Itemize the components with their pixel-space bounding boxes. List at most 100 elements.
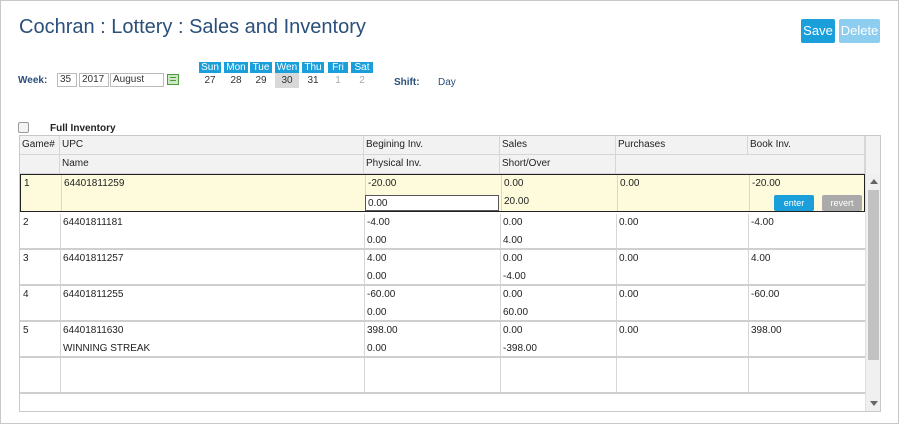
table-row[interactable]: 2 64401811181 -4.00 0.00 0.00 -4.00 4.00 0.00 — [20, 214, 865, 250]
col-short-over[interactable]: Short/Over — [500, 155, 616, 174]
delete-button[interactable]: Delete — [839, 19, 880, 43]
empty-row — [20, 358, 865, 394]
day-number-31[interactable]: 31 — [307, 75, 319, 86]
column-divider — [616, 250, 617, 284]
cell-book-inv: 398.00 — [751, 325, 782, 336]
calendar-icon[interactable] — [167, 74, 179, 85]
cell-short-over: 20.00 — [504, 196, 530, 207]
cell-physical-inv: 0.00 — [367, 271, 387, 282]
revert-button[interactable]: revert — [822, 195, 862, 211]
col-physical-inv[interactable]: Physical Inv. — [364, 155, 500, 174]
cell-physical-inv: 0.00 — [367, 235, 387, 246]
column-divider — [60, 250, 61, 284]
column-divider — [617, 175, 618, 211]
cell-sales: 0.00 — [503, 253, 523, 264]
column-divider — [748, 250, 749, 284]
col-upc[interactable]: UPC — [60, 136, 364, 155]
grid-body: 164401811259-20.000.000.00-20.0020.00ent… — [20, 174, 865, 411]
day-number-1[interactable]: 1 — [335, 75, 341, 86]
day-number-30[interactable]: 30 — [275, 73, 299, 88]
cell-name: WINNING STREAK — [63, 343, 151, 354]
col-purchases[interactable]: Purchases — [616, 136, 748, 155]
save-button[interactable]: Save — [801, 19, 835, 43]
day-number-2[interactable]: 2 — [359, 75, 365, 86]
grid-header-row-2: Name Physical Inv. Short/Over — [20, 155, 865, 174]
scroll-up-icon[interactable] — [870, 179, 878, 184]
table-row[interactable]: 3 64401811257 4.00 0.00 0.00 4.00 -4.00 0.00 — [20, 250, 865, 286]
day-header-tue[interactable]: Tue — [250, 62, 272, 73]
scroll-thumb[interactable] — [868, 190, 879, 360]
full-inventory-checkbox[interactable] — [18, 122, 29, 133]
col-blank-2 — [616, 155, 865, 174]
col-blank — [20, 155, 60, 174]
page-title: Cochran : Lottery : Sales and Inventory — [19, 16, 366, 38]
col-game[interactable]: Game# — [20, 136, 60, 155]
column-divider — [748, 214, 749, 248]
column-divider — [500, 250, 501, 284]
month-field[interactable]: August — [110, 73, 164, 87]
cell-short-over: -398.00 — [503, 343, 537, 354]
column-divider — [616, 322, 617, 356]
cell-book-inv: 4.00 — [751, 253, 771, 264]
day-header-wen[interactable]: Wen — [275, 62, 299, 73]
day-header-sat[interactable]: Sat — [351, 62, 373, 73]
cell-physical-inv: 0.00 — [367, 307, 387, 318]
column-divider — [748, 286, 749, 320]
day-header-sun[interactable]: Sun — [199, 62, 221, 73]
cell-upc: 64401811257 — [63, 253, 124, 264]
shift-label: Shift: — [394, 77, 420, 88]
day-header-mon[interactable]: Mon — [224, 62, 248, 73]
table-row[interactable]: 1 64401811259 -20.00 0.00 0.00 -20.00 20.00 ent… — [20, 174, 865, 212]
grid-header-row-1: Game# UPC Begining Inv. Sales Purchases … — [20, 136, 865, 155]
day-number-27[interactable]: 27 — [204, 75, 216, 86]
year-field[interactable]: 2017 — [79, 73, 109, 87]
column-divider — [60, 214, 61, 248]
col-begining-inv[interactable]: Begining Inv. — [364, 136, 500, 155]
cell-upc: 64401811181 — [63, 217, 123, 228]
column-divider — [748, 322, 749, 356]
column-divider — [616, 358, 617, 392]
col-book-inv[interactable]: Book Inv. — [748, 136, 865, 155]
enter-button[interactable]: enter — [774, 195, 814, 211]
cell-begining-inv: -20.00 — [368, 178, 397, 189]
column-divider — [616, 214, 617, 248]
column-divider — [364, 286, 365, 320]
column-divider — [60, 286, 61, 320]
cell-sales: 0.00 — [504, 178, 524, 189]
shift-value[interactable]: Day — [438, 77, 456, 88]
week-number-field[interactable]: 35 — [57, 73, 77, 87]
cell-upc: 64401811630 — [63, 325, 124, 336]
day-number-29[interactable]: 29 — [255, 75, 267, 86]
cell-game: 5 — [23, 325, 29, 336]
cell-begining-inv: -60.00 — [367, 289, 396, 300]
cell-sales: 0.00 — [503, 325, 523, 336]
day-number-28[interactable]: 28 — [230, 75, 242, 86]
column-divider — [364, 250, 365, 284]
scroll-down-icon[interactable] — [870, 401, 878, 406]
cell-short-over: 60.00 — [503, 307, 529, 318]
cell-purchases: 0.00 — [619, 289, 639, 300]
table-row[interactable]: 5 64401811630 398.00 0.00 0.00 398.00 WINNING … — [20, 322, 865, 358]
column-divider — [616, 286, 617, 320]
cell-sales: 0.00 — [503, 289, 523, 300]
column-divider — [60, 358, 61, 392]
cell-game: 1 — [24, 178, 30, 189]
grid-scrollbar[interactable] — [865, 174, 880, 411]
table-row[interactable]: 4 64401811255 -60.00 0.00 0.00 -60.00 60.00 0.0… — [20, 286, 865, 322]
column-divider — [749, 175, 750, 211]
column-divider — [500, 322, 501, 356]
day-header-fri[interactable]: Fri — [328, 62, 348, 73]
cell-purchases: 0.00 — [619, 253, 639, 264]
physical-inv-input[interactable] — [365, 195, 499, 211]
day-header-thu[interactable]: Thu — [302, 62, 324, 73]
cell-game: 3 — [23, 253, 29, 264]
full-inventory-label: Full Inventory — [50, 123, 116, 134]
week-label: Week: — [18, 75, 48, 86]
column-divider — [60, 322, 61, 356]
col-name[interactable]: Name — [60, 155, 364, 174]
cell-book-inv: -20.00 — [752, 178, 781, 189]
col-sales[interactable]: Sales — [500, 136, 616, 155]
inventory-grid: Game# UPC Begining Inv. Sales Purchases … — [19, 135, 881, 412]
column-divider — [61, 175, 62, 211]
